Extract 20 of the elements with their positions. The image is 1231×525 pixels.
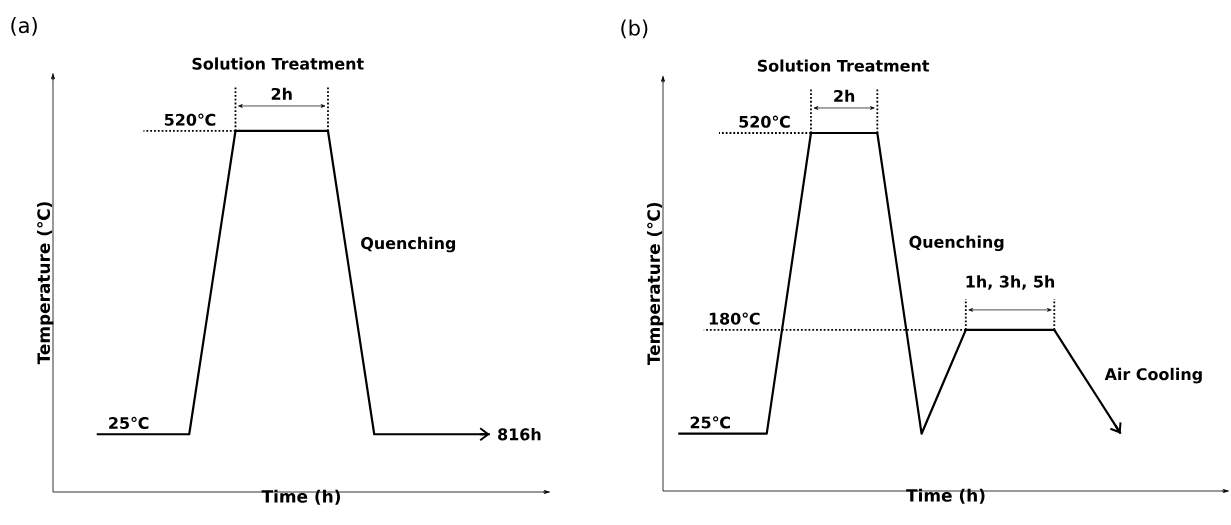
y-axis-title: Temperature (℃) [646, 202, 664, 366]
annotation: Quenching [361, 236, 456, 253]
annotation: 25℃ [109, 416, 149, 430]
text: Solution Treatment [192, 57, 364, 70]
annotation: 1h, 3h, 5h [966, 275, 1055, 290]
annotation: Quenching [909, 235, 1004, 252]
y-axis-title: Temperature (℃) [36, 202, 54, 365]
text: Solution Treatment [757, 59, 930, 72]
annotation: 25℃ [690, 416, 730, 429]
x-axis-title: Time (h) [906, 488, 985, 504]
annotation: 816h [498, 428, 541, 441]
text: 520℃ [164, 113, 216, 126]
chart-title: (b) [621, 19, 648, 39]
x-axis-title: Time (h) [261, 489, 340, 505]
chart-title: (a) [11, 17, 37, 36]
annotation: Air Cooling [1104, 367, 1202, 384]
text: 520℃ [739, 115, 790, 128]
annotation: 180℃ [709, 312, 760, 325]
text: 2h [271, 87, 292, 100]
text: 2h [834, 89, 855, 102]
